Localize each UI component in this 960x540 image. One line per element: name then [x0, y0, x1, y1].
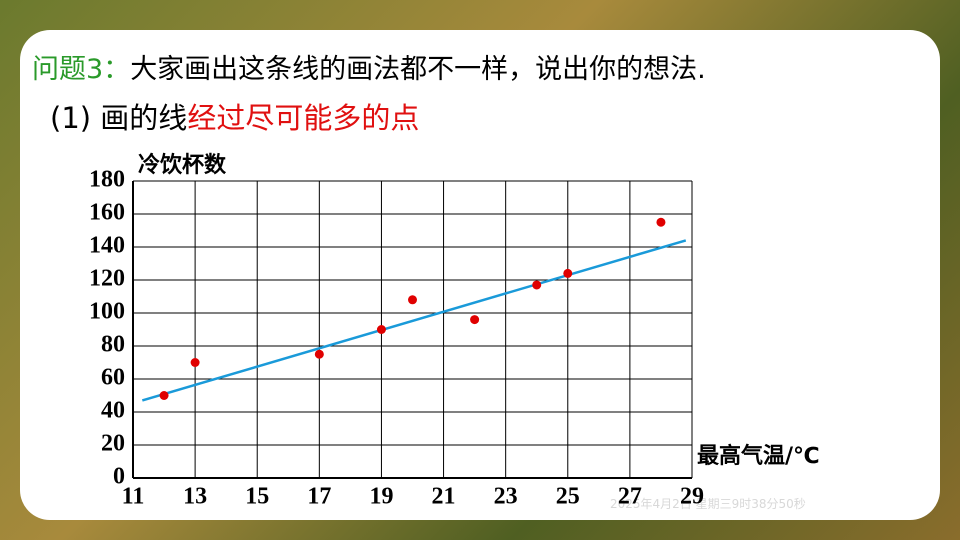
- panel: [20, 30, 940, 520]
- point: [408, 295, 417, 305]
- y-axis-label: 冷饮杯数: [138, 152, 227, 178]
- point: [532, 280, 542, 290]
- question-text: 大家画出这条线的画法都不一样，说出你的想法.: [130, 54, 706, 85]
- x-tick-label: 25: [556, 484, 580, 510]
- point: [563, 268, 573, 278]
- point: [159, 391, 169, 400]
- y-tick-label: 0: [113, 464, 125, 490]
- x-tick-label: 13: [183, 484, 207, 510]
- y-tick-label: 100: [89, 299, 125, 325]
- y-tick-label: 40: [101, 398, 125, 424]
- x-tick-label: 23: [494, 484, 518, 510]
- y-tick-label: 20: [101, 431, 125, 457]
- x-axis-label: 最高气温/℃: [697, 443, 820, 469]
- x-tick-label: 15: [245, 484, 269, 510]
- point: [314, 349, 324, 359]
- x-tick-label: 19: [369, 484, 393, 510]
- x-tick-label: 27: [618, 484, 642, 510]
- step-highlight: 经过尽可能多的点: [187, 101, 419, 135]
- y-tick-label: 180: [89, 167, 125, 193]
- x-tick-label: 21: [432, 484, 456, 510]
- x-tick-label: 29: [680, 484, 704, 510]
- x-tick-label: 17: [307, 484, 331, 510]
- fit-line: [141, 239, 687, 402]
- point: [470, 315, 480, 325]
- y-tick-label: 80: [101, 332, 125, 358]
- y-tick-label: 160: [89, 200, 125, 226]
- question: 问题3：大家画出这条线的画法都不一样，说出你的想法.: [32, 54, 706, 85]
- y-tick-label: 60: [101, 365, 125, 391]
- point: [656, 217, 666, 227]
- point: [190, 358, 200, 367]
- step: (1) 画的线经过尽可能多的点: [50, 101, 419, 135]
- step-text: (1) 画的线: [50, 101, 187, 135]
- y-tick-label: 140: [89, 233, 125, 259]
- watermark: 2025年4月2日 星期三9时38分50秒: [610, 497, 806, 511]
- y-tick-label: 120: [89, 266, 125, 292]
- question-label: 问题3：: [32, 54, 130, 85]
- plot: 0 20 40 60 80 100 120 140 160 180 11 13 15 17 19 21 23 25…: [89, 167, 704, 510]
- point: [376, 325, 386, 334]
- x-tick-label: 11: [122, 484, 145, 510]
